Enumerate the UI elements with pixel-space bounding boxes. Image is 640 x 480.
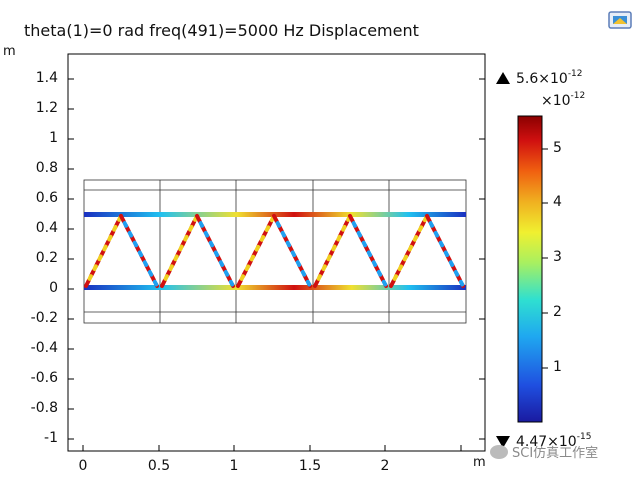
x-axis-ticks xyxy=(82,445,462,451)
y-tick-label: 0 xyxy=(49,280,58,296)
y-tick-label: 0.2 xyxy=(35,250,58,266)
x-tick-label: 1.5 xyxy=(298,458,322,474)
colorbar-scale-label: ×10-12 xyxy=(541,91,586,109)
triangle-up-icon xyxy=(496,72,510,84)
y-tick-label: 1.2 xyxy=(35,100,58,116)
y-axis-unit: m xyxy=(3,44,16,59)
y-axis-ticks xyxy=(68,78,485,440)
chat-bubble-icon xyxy=(490,445,508,459)
triangle-down-icon xyxy=(496,436,510,448)
truss-outline xyxy=(83,179,467,324)
x-tick-label: 2 xyxy=(380,458,390,474)
colorbar-tick-label: 4 xyxy=(553,194,562,210)
colorbar-tick-label: 1 xyxy=(553,359,562,375)
y-tick-label: 1 xyxy=(49,130,58,146)
y-tick-label: -0.2 xyxy=(30,310,58,326)
watermark-text: SCI仿真工作室 xyxy=(512,446,599,461)
y-tick-label: -0.6 xyxy=(30,370,58,386)
y-tick-label: 0.8 xyxy=(35,160,58,176)
app-logo-icon[interactable] xyxy=(606,6,634,34)
truss-diagonals xyxy=(84,214,465,288)
plot-frame xyxy=(67,53,486,452)
colorbar-tick-label: 3 xyxy=(553,249,562,265)
colorbar-min-label: 4.47×10-15 xyxy=(516,432,592,450)
y-tick-label: -1 xyxy=(44,430,58,446)
y-tick-label: -0.4 xyxy=(30,340,58,356)
colorbar-ticks xyxy=(542,148,548,369)
y-tick-label: -0.8 xyxy=(30,400,58,416)
x-tick-label: 0.5 xyxy=(147,458,171,474)
bottom-chord xyxy=(84,285,466,290)
colorbar-gradient xyxy=(517,115,543,423)
colorbar-max-label: 5.6×10-12 xyxy=(516,69,583,87)
y-tick-label: 1.4 xyxy=(35,70,58,86)
watermark: SCI仿真工作室 xyxy=(490,442,598,461)
colorbar-tick-label: 5 xyxy=(553,140,562,156)
x-tick-label: 1 xyxy=(229,458,239,474)
y-tick-label: 0.6 xyxy=(35,190,58,206)
x-axis-unit: m xyxy=(473,455,486,470)
x-tick-label: 0 xyxy=(78,458,88,474)
plot-title: theta(1)=0 rad freq(491)=5000 Hz Displac… xyxy=(24,21,419,40)
colorbar-tick-label: 2 xyxy=(553,304,562,320)
y-tick-label: 0.4 xyxy=(35,220,58,236)
